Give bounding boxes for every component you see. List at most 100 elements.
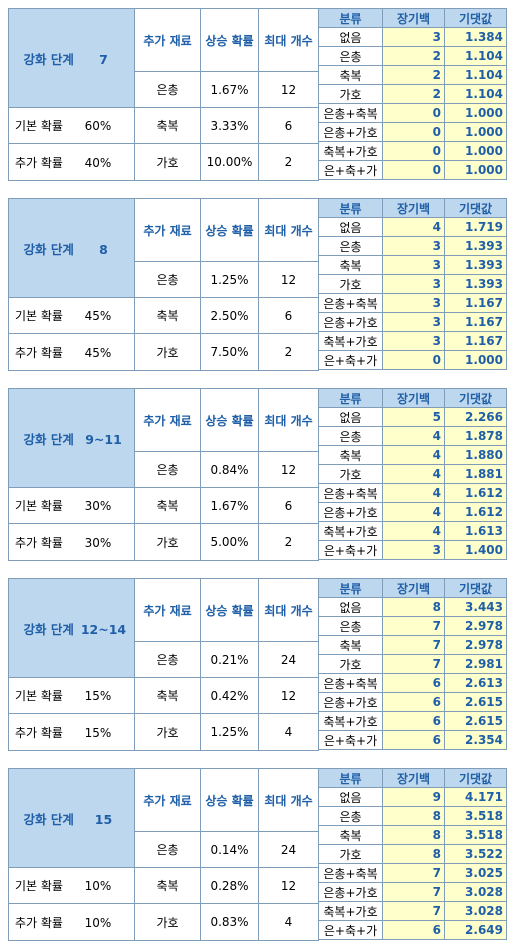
stage-cell[interactable]: 강화 단계 9~11 [8, 388, 135, 488]
jangi-cell[interactable]: 6 [382, 711, 445, 731]
category-cell[interactable]: 축복+가호 [318, 901, 383, 921]
jangi-cell[interactable]: 0 [382, 122, 445, 142]
jangi-cell[interactable]: 5 [382, 407, 445, 427]
category-cell[interactable]: 축복 [318, 635, 383, 655]
base-prob-cell[interactable]: 기본 확률 15% [8, 677, 135, 714]
material-prob[interactable]: 0.21% [200, 641, 259, 678]
material-prob[interactable]: 1.67% [200, 487, 259, 524]
expected-cell[interactable]: 1.104 [444, 46, 507, 66]
material-max[interactable]: 2 [258, 333, 319, 371]
material-max[interactable]: 12 [258, 867, 319, 904]
jangi-cell[interactable]: 6 [382, 920, 445, 940]
expected-cell[interactable]: 1.612 [444, 502, 507, 522]
jangi-cell[interactable]: 8 [382, 825, 445, 845]
expected-cell[interactable]: 1.384 [444, 27, 507, 47]
jangi-cell[interactable]: 0 [382, 103, 445, 123]
category-cell[interactable]: 축복+가호 [318, 521, 383, 541]
category-cell[interactable]: 은총 [318, 236, 383, 256]
material-header[interactable]: 추가 재료 [134, 388, 201, 452]
maxcount-header[interactable]: 최대 개수 [258, 768, 319, 832]
expected-header[interactable]: 기댓값 [444, 8, 507, 28]
material-max[interactable]: 2 [258, 143, 319, 181]
stage-cell[interactable]: 강화 단계 8 [8, 198, 135, 298]
jangi-cell[interactable]: 4 [382, 445, 445, 465]
category-cell[interactable]: 은총+가호 [318, 502, 383, 522]
category-cell[interactable]: 은총 [318, 806, 383, 826]
category-cell[interactable]: 은총+가호 [318, 122, 383, 142]
expected-cell[interactable]: 1.881 [444, 464, 507, 484]
material-name[interactable]: 은총 [134, 261, 201, 298]
expected-cell[interactable]: 3.025 [444, 863, 507, 883]
expected-cell[interactable]: 1.393 [444, 255, 507, 275]
material-name[interactable]: 가호 [134, 333, 201, 371]
jangi-cell[interactable]: 6 [382, 673, 445, 693]
material-header[interactable]: 추가 재료 [134, 198, 201, 262]
category-cell[interactable]: 은총+축복 [318, 483, 383, 503]
jangi-cell[interactable]: 4 [382, 426, 445, 446]
jangi-cell[interactable]: 7 [382, 901, 445, 921]
expected-cell[interactable]: 1.400 [444, 540, 507, 560]
expected-cell[interactable]: 1.167 [444, 312, 507, 332]
expected-header[interactable]: 기댓값 [444, 768, 507, 788]
material-max[interactable]: 4 [258, 713, 319, 751]
expected-cell[interactable]: 3.443 [444, 597, 507, 617]
category-cell[interactable]: 축복+가호 [318, 331, 383, 351]
expected-cell[interactable]: 2.649 [444, 920, 507, 940]
expected-cell[interactable]: 2.978 [444, 635, 507, 655]
material-max[interactable]: 12 [258, 451, 319, 488]
material-prob[interactable]: 0.28% [200, 867, 259, 904]
extra-prob-cell[interactable]: 추가 확률 10% [8, 903, 135, 941]
expected-cell[interactable]: 1.104 [444, 65, 507, 85]
expected-cell[interactable]: 1.612 [444, 483, 507, 503]
maxcount-header[interactable]: 최대 개수 [258, 198, 319, 262]
expected-cell[interactable]: 1.613 [444, 521, 507, 541]
material-name[interactable]: 축복 [134, 867, 201, 904]
extra-prob-cell[interactable]: 추가 확률 15% [8, 713, 135, 751]
category-cell[interactable]: 가호 [318, 654, 383, 674]
category-header[interactable]: 분류 [318, 578, 383, 598]
expected-cell[interactable]: 2.978 [444, 616, 507, 636]
material-prob[interactable]: 10.00% [200, 143, 259, 181]
material-max[interactable]: 24 [258, 641, 319, 678]
jangi-cell[interactable]: 2 [382, 65, 445, 85]
extra-prob-cell[interactable]: 추가 확률 30% [8, 523, 135, 561]
category-cell[interactable]: 없음 [318, 407, 383, 427]
base-prob-cell[interactable]: 기본 확률 60% [8, 107, 135, 144]
category-cell[interactable]: 은총+축복 [318, 863, 383, 883]
expected-cell[interactable]: 1.393 [444, 274, 507, 294]
jangi-header[interactable]: 장기백 [382, 388, 445, 408]
increase-header[interactable]: 상승 확률 [200, 388, 259, 452]
expected-cell[interactable]: 3.028 [444, 882, 507, 902]
jangi-cell[interactable]: 3 [382, 236, 445, 256]
expected-cell[interactable]: 4.171 [444, 787, 507, 807]
category-cell[interactable]: 은총 [318, 46, 383, 66]
category-cell[interactable]: 축복 [318, 255, 383, 275]
expected-cell[interactable]: 1.000 [444, 122, 507, 142]
category-cell[interactable]: 은+축+가 [318, 160, 383, 180]
material-prob[interactable]: 1.25% [200, 713, 259, 751]
expected-cell[interactable]: 1.880 [444, 445, 507, 465]
base-prob-cell[interactable]: 기본 확률 30% [8, 487, 135, 524]
expected-cell[interactable]: 2.615 [444, 692, 507, 712]
material-name[interactable]: 은총 [134, 71, 201, 108]
expected-cell[interactable]: 1.000 [444, 350, 507, 370]
material-name[interactable]: 은총 [134, 641, 201, 678]
material-max[interactable]: 24 [258, 831, 319, 868]
stage-cell[interactable]: 강화 단계 7 [8, 8, 135, 108]
material-name[interactable]: 은총 [134, 831, 201, 868]
jangi-cell[interactable]: 6 [382, 692, 445, 712]
jangi-cell[interactable]: 3 [382, 312, 445, 332]
jangi-cell[interactable]: 3 [382, 331, 445, 351]
category-cell[interactable]: 축복 [318, 825, 383, 845]
jangi-cell[interactable]: 4 [382, 502, 445, 522]
category-cell[interactable]: 은+축+가 [318, 350, 383, 370]
expected-cell[interactable]: 1.719 [444, 217, 507, 237]
material-max[interactable]: 12 [258, 261, 319, 298]
jangi-cell[interactable]: 7 [382, 616, 445, 636]
category-cell[interactable]: 가호 [318, 464, 383, 484]
expected-cell[interactable]: 1.000 [444, 103, 507, 123]
jangi-cell[interactable]: 8 [382, 844, 445, 864]
category-cell[interactable]: 없음 [318, 217, 383, 237]
jangi-cell[interactable]: 4 [382, 483, 445, 503]
expected-cell[interactable]: 2.615 [444, 711, 507, 731]
